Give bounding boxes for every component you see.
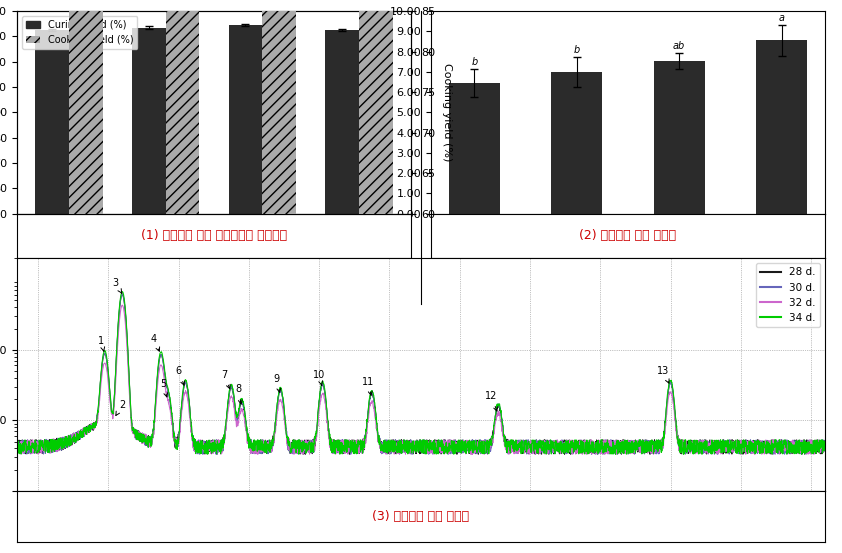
Text: 2: 2	[116, 400, 125, 415]
Y-axis label: Shear-force (N): Shear-force (N)	[374, 70, 384, 155]
Text: 5: 5	[160, 379, 168, 397]
34 d.	[820, 447, 830, 454]
Line: 34 d.: 34 d.	[17, 291, 825, 454]
30 d.	[104, 382, 115, 389]
32 d.	[104, 388, 114, 394]
Bar	[552, 72, 602, 213]
X-axis label: Marketing ages (day): Marketing ages (day)	[568, 239, 687, 249]
Text: (2) 닭가슴살 햄의 전단력: (2) 닭가슴살 햄의 전단력	[579, 229, 677, 242]
Bar	[228, 25, 263, 340]
30 d.	[117, 291, 127, 298]
32 d.	[357, 450, 367, 457]
Text: 3: 3	[112, 278, 122, 293]
28 d.	[322, 410, 332, 417]
34 d.	[717, 449, 727, 456]
Text: b: b	[472, 57, 477, 67]
Bar	[263, 0, 296, 553]
30 d.	[820, 442, 830, 449]
Bar	[35, 30, 69, 340]
Text: 6: 6	[175, 366, 184, 385]
X-axis label: Marketing ages (day): Marketing ages (day)	[155, 239, 274, 249]
34 d.	[152, 373, 163, 380]
34 d.	[322, 410, 332, 416]
28 d.	[357, 440, 367, 447]
Y-axis label: Cooking yield (%): Cooking yield (%)	[442, 63, 451, 161]
30 d.	[357, 440, 367, 447]
Bar	[325, 30, 360, 340]
34 d.	[697, 451, 707, 457]
28 d.	[104, 380, 114, 387]
28 d.	[820, 440, 830, 447]
Text: 1: 1	[99, 336, 104, 352]
Legend: 28 d., 30 d., 32 d., 34 d.: 28 d., 30 d., 32 d., 34 d.	[756, 263, 820, 327]
Text: (1) 닭가슴살 햄의 염지수율과 가열수율: (1) 닭가슴살 햄의 염지수율과 가열수율	[141, 229, 287, 242]
Text: (3) 닭가슴살 햄의 전자코: (3) 닭가슴살 햄의 전자코	[372, 510, 470, 523]
32 d.	[467, 451, 477, 457]
30 d.	[717, 441, 727, 448]
34 d.	[12, 442, 22, 448]
28 d.	[566, 451, 576, 457]
Text: b: b	[573, 45, 580, 55]
34 d.	[805, 442, 815, 449]
Text: 9: 9	[274, 374, 280, 392]
Text: 8: 8	[235, 384, 242, 404]
32 d.	[117, 302, 127, 309]
34 d.	[104, 378, 114, 384]
28 d.	[152, 375, 163, 382]
Line: 32 d.: 32 d.	[17, 305, 825, 454]
30 d.	[805, 442, 815, 449]
Line: 30 d.: 30 d.	[17, 294, 825, 454]
Text: 11: 11	[362, 377, 375, 395]
34 d.	[117, 288, 127, 295]
Bar	[449, 83, 500, 213]
Bar	[756, 40, 807, 213]
28 d.	[117, 291, 127, 298]
Legend: Curing yield (%), Cooking yield (%): Curing yield (%), Cooking yield (%)	[22, 16, 137, 49]
Bar	[131, 28, 166, 340]
28 d.	[805, 442, 815, 448]
32 d.	[820, 442, 830, 448]
Bar	[166, 0, 200, 553]
32 d.	[717, 436, 727, 443]
28 d.	[12, 442, 22, 449]
30 d.	[152, 372, 163, 378]
30 d.	[322, 412, 333, 419]
Text: 12: 12	[485, 391, 498, 411]
32 d.	[152, 385, 163, 392]
Bar	[69, 0, 103, 553]
30 d.	[12, 444, 22, 451]
Text: 4: 4	[151, 333, 160, 351]
30 d.	[13, 451, 23, 457]
28 d.	[717, 444, 727, 450]
Text: 7: 7	[221, 370, 230, 389]
32 d.	[805, 436, 815, 443]
Text: a: a	[779, 13, 785, 23]
32 d.	[12, 444, 22, 450]
Text: 13: 13	[658, 366, 669, 383]
Text: ab: ab	[673, 40, 685, 50]
Bar	[653, 61, 705, 213]
Line: 28 d.: 28 d.	[17, 294, 825, 454]
Text: 10: 10	[313, 370, 325, 385]
Bar	[360, 0, 393, 553]
32 d.	[322, 420, 332, 426]
34 d.	[357, 442, 367, 448]
